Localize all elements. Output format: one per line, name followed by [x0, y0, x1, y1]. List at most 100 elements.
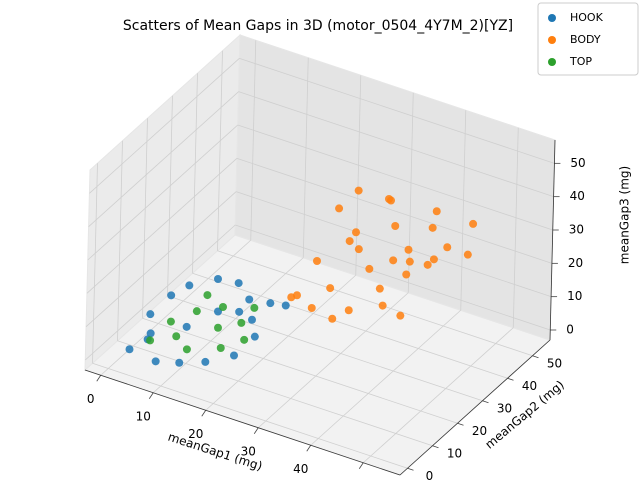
point [469, 219, 478, 228]
grid-line [310, 309, 462, 446]
z-tick-label: 20 [568, 256, 583, 270]
legend-label: BODY [570, 33, 601, 46]
point [429, 255, 438, 264]
z-axis-label: meanGap3 (mg) [618, 166, 632, 264]
point [235, 307, 244, 316]
point [354, 245, 363, 254]
grid-line [239, 57, 555, 164]
grid-line [142, 317, 458, 424]
grid-line [192, 272, 508, 379]
point [250, 332, 259, 341]
z-tick-label: 30 [569, 223, 584, 237]
grid-line [362, 327, 514, 464]
grid-line [236, 157, 553, 264]
point [214, 323, 222, 332]
tick-mark [358, 462, 364, 469]
point [345, 237, 354, 246]
grid-line [235, 224, 551, 331]
point [166, 317, 175, 326]
grid-line [237, 124, 553, 231]
legend: HOOK BODY TOP [537, 2, 639, 76]
point [245, 295, 254, 304]
point [404, 245, 413, 254]
tick-mark [482, 400, 489, 404]
tick-mark [253, 427, 259, 434]
point [151, 357, 160, 366]
point [234, 279, 243, 288]
point [428, 223, 437, 232]
point [146, 329, 155, 338]
grid-line [217, 250, 533, 357]
grid-line [142, 118, 148, 319]
legend-marker [548, 36, 556, 44]
grid-line [192, 73, 198, 274]
point [214, 275, 222, 283]
x-tick-label: 20 [188, 427, 203, 441]
grid-line [302, 57, 309, 258]
grid-line [89, 58, 240, 194]
grid-line [152, 257, 304, 394]
point [391, 222, 400, 230]
y-tick-label: 0 [426, 469, 434, 480]
y-tick-label: 20 [472, 424, 487, 438]
tick-mark [532, 355, 539, 359]
x-tick-label: 30 [241, 444, 256, 458]
point [405, 257, 414, 266]
y-tick-label: 40 [522, 379, 537, 393]
point [326, 284, 335, 293]
z-tick-label: 0 [566, 323, 574, 337]
grid-line [86, 158, 238, 294]
point [354, 186, 363, 195]
grid-line [88, 91, 239, 227]
point [307, 304, 316, 312]
x-tick-label: 40 [293, 462, 308, 476]
point [293, 291, 301, 300]
tick-mark [432, 445, 439, 449]
point [423, 260, 432, 269]
x-tick-label: 10 [136, 409, 151, 423]
y-tick-label: 30 [497, 401, 512, 415]
point [192, 307, 201, 316]
grid-line [87, 124, 239, 261]
point [344, 306, 353, 315]
grid-line [167, 95, 173, 296]
point [172, 332, 181, 341]
point [378, 301, 387, 310]
point [365, 264, 374, 273]
point [432, 207, 441, 216]
tick-mark [407, 467, 414, 471]
z-tick-label: 10 [567, 289, 582, 303]
grid-line [250, 40, 257, 241]
grid-line [355, 75, 362, 276]
point [219, 303, 227, 311]
legend-box [537, 2, 639, 76]
point [402, 270, 411, 279]
y-tick-label: 10 [447, 446, 462, 460]
grid-line [100, 239, 252, 376]
grid-line [512, 127, 519, 328]
point [175, 358, 184, 367]
grid-line [117, 140, 123, 341]
point [335, 204, 344, 213]
grid-line [217, 50, 223, 251]
point [375, 284, 384, 293]
tick-mark [306, 445, 312, 452]
grid-line [205, 274, 357, 411]
point [240, 335, 249, 344]
point [250, 303, 259, 312]
point [125, 345, 134, 354]
point [313, 257, 321, 265]
point [281, 301, 290, 310]
x-tick-label: 0 [87, 392, 95, 406]
tick-mark [507, 377, 514, 381]
point [146, 310, 155, 319]
z-tick-label: 40 [570, 189, 585, 203]
point [352, 228, 360, 237]
point [203, 291, 212, 300]
y-tick-label: 50 [547, 356, 562, 370]
grid-line [238, 91, 554, 198]
grid-line [92, 163, 98, 364]
point [328, 314, 337, 323]
point [266, 299, 275, 308]
point [443, 243, 452, 252]
